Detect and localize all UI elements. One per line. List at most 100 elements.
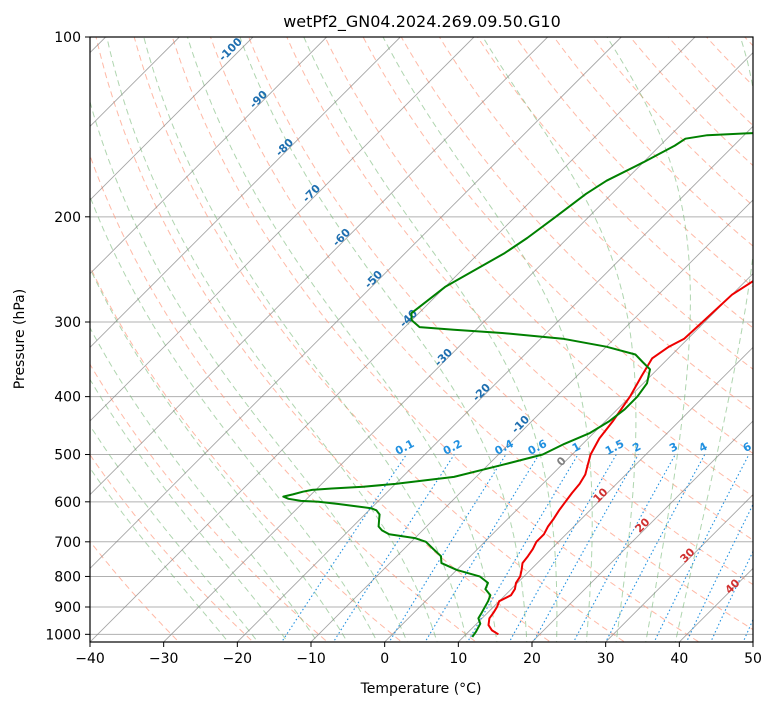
dry-adiabat-line [705,37,753,87]
moist-adiabat-line [90,467,229,642]
isotherm-line [310,199,753,642]
background-grid [90,37,753,635]
y-tick-label: 100 [54,30,81,46]
temperature-profile-line [487,279,753,636]
dry-adiabat-line [629,37,753,167]
mixing-ratio-label: 8 [770,440,775,455]
isotherm-label: 20 [633,515,653,535]
mixing-ratio-line [424,454,540,642]
dry-adiabat-line [400,37,753,412]
height-label: -70 [300,182,323,205]
height-label: -20 [470,381,493,404]
isotherm-label: 30 [678,545,698,565]
moist-adiabat-line [106,37,438,642]
moist-adiabat-line [143,37,468,642]
moist-adiabat-line [90,326,319,642]
x-axis-title: Temperature (°C) [360,681,482,697]
dry-adiabat-line [477,37,753,329]
dry-adiabat-line [362,37,753,455]
y-tick-label: 200 [54,210,81,226]
isotherm-line [605,494,753,642]
mixing-ratio-label: 1 [570,440,583,455]
moist-adiabat-line [90,424,259,642]
x-tick-label: −10 [296,651,326,667]
isotherm-line [90,37,254,201]
mixing-ratio-line [605,454,706,642]
moist-adiabat-line [606,37,691,642]
height-label: -60 [330,226,353,249]
dry-adiabat-line [171,37,700,642]
y-tick-label: 1000 [45,627,81,643]
y-tick-label: 300 [54,315,81,331]
isotherm-line [90,37,548,496]
dry-adiabat-line [286,37,753,541]
moist-adiabat-line [239,37,528,642]
plot-frame [89,36,754,643]
dry-adiabat-line [667,37,753,127]
moist-adiabat-line [90,267,348,642]
y-tick-label: 800 [54,569,81,585]
isotherm-line [458,346,753,642]
x-tick-label: −30 [149,651,179,667]
dewpoint-profile-line [282,132,753,638]
mixing-ratio-line [388,454,507,642]
dry-adiabat-line [770,24,775,647]
dry-adiabat-line [95,37,552,642]
thermo-overlays [90,24,775,648]
x-tick-label: 20 [523,651,541,667]
y-tick-label: 900 [54,600,81,616]
dry-adiabat-line [591,37,753,207]
x-tick-label: 30 [597,651,615,667]
x-tick-label: 50 [744,651,762,667]
y-tick-label: 400 [54,390,81,406]
x-tick-label: 0 [380,651,389,667]
dry-adiabat-line [553,37,753,247]
moist-adiabat-line [90,378,289,642]
mixing-ratio-line [770,455,775,648]
profile-series [282,132,753,638]
dry-adiabat-line [209,37,753,631]
moist-adiabat-line [187,37,498,642]
height-label: -80 [273,136,296,159]
isotherm-line [90,37,696,642]
isotherm-line [90,37,401,348]
dry-adiabat-line [248,37,753,586]
mixing-ratio-line [508,454,617,642]
y-tick-label: 500 [54,448,81,464]
y-axis-title: Pressure (hPa) [12,289,28,389]
isotherm-label: 10 [591,485,611,505]
isotherm-label: 40 [723,576,743,596]
mixing-ratio-label: 2 [630,440,643,455]
dry-adiabat-line [90,265,403,642]
dry-adiabat-line [90,363,329,642]
mixing-ratio-line [710,550,753,642]
x-tick-label: −40 [75,651,105,667]
mixing-ratio-line [466,454,579,642]
dry-adiabat-line [438,37,753,370]
isotherm-line [531,420,753,642]
x-tick-label: 10 [449,651,467,667]
height-label: -90 [247,88,270,111]
axes: −40 −30 −20 −10 0 10 20 30 40 5010020030040050060… [45,30,762,667]
x-tick-label: 40 [670,651,688,667]
isotherm-label: 0 [554,454,569,469]
isotherm-line [237,125,753,642]
moist-adiabat-line [482,37,637,642]
isotherm-line [90,37,622,569]
mixing-ratio-line [281,454,407,642]
y-tick-label: 600 [54,495,81,511]
chart-title: wetPf2_GN04.2024.269.09.50.G10 [283,12,561,32]
isotherm-line [752,641,753,642]
dry-adiabat-line [133,37,626,642]
dry-adiabat-line [90,154,477,642]
isotherm-line [90,37,327,275]
mixing-ratio-line [742,618,753,642]
mixing-ratio-line [685,503,753,642]
height-label: -30 [432,346,455,369]
x-tick-label: −20 [223,651,253,667]
moist-adiabat-line [303,37,558,642]
isotherm-line [384,273,753,642]
moist-adiabat-line [382,37,593,642]
isotherm-line [90,37,475,422]
